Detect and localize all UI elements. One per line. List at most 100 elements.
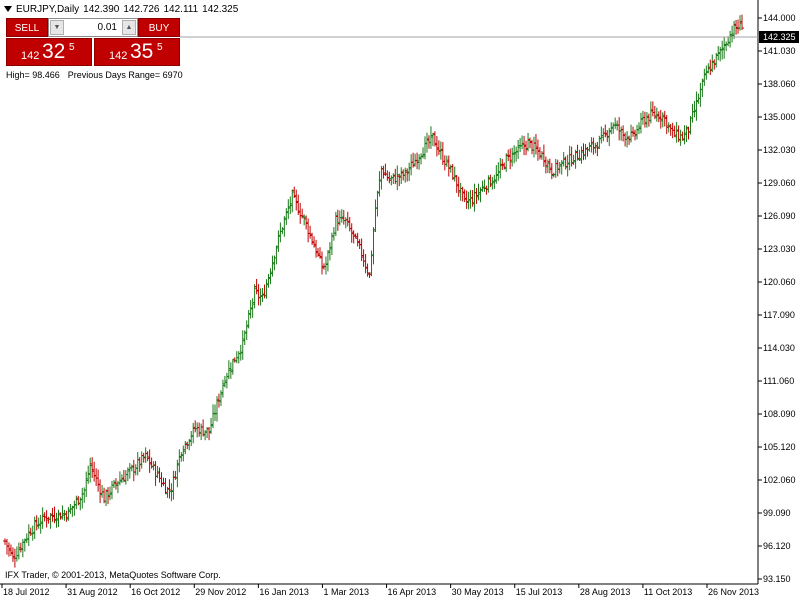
ohlc-bar <box>617 117 622 141</box>
ohlc-bar <box>583 143 588 160</box>
chart-symbol: EURJPY,Daily <box>16 4 80 15</box>
ohlc-bar <box>220 379 225 398</box>
ohlc-bar <box>728 30 733 48</box>
ohlc-bar <box>135 452 140 476</box>
ohlc-bar <box>498 158 503 179</box>
ohlc-bar <box>230 359 235 375</box>
ohlc-bar <box>613 117 618 129</box>
ohlc-bar <box>510 147 515 167</box>
ohlc-bar <box>16 542 21 560</box>
ohlc-bar <box>680 131 685 141</box>
time-axis: 18 Jul 2012 31 Aug 2012 16 Oct 2012 29 Nov … <box>1 584 759 597</box>
ohlc-bar <box>642 111 647 128</box>
ohlc-bar <box>549 163 554 180</box>
ohlc-bar <box>504 153 509 172</box>
ohlc-bar <box>88 457 93 483</box>
ohlc-bar <box>347 216 352 232</box>
ohlc-bar <box>399 167 404 184</box>
buy-button[interactable]: BUY <box>138 18 180 37</box>
ohlc-bar <box>100 484 105 498</box>
time-tick-label: 16 Apr 2013 <box>388 587 437 597</box>
ohlc-close: 142.325 <box>202 4 239 15</box>
ohlc-bar <box>619 126 624 141</box>
ohlc-bar <box>232 357 237 363</box>
ohlc-bar <box>169 483 174 502</box>
ohlc-bar <box>686 126 691 140</box>
ohlc-bar <box>492 174 497 190</box>
ohlc-bar <box>654 107 659 122</box>
ohlc-bar <box>543 156 548 174</box>
ohlc-bar <box>464 190 469 209</box>
ohlc-bar <box>349 223 354 243</box>
price-tick-label: 99.090 <box>763 508 791 518</box>
lot-size-value[interactable]: 0.01 <box>97 22 117 33</box>
ohlc-bar <box>335 209 340 231</box>
price-tick-label: 123.030 <box>763 244 796 254</box>
ohlc-bar <box>308 225 313 239</box>
ohlc-bar <box>111 479 116 489</box>
ohlc-bar <box>454 175 459 193</box>
ohlc-bar <box>177 449 182 473</box>
ohlc-bar <box>462 189 467 202</box>
ohlc-bar <box>318 247 323 259</box>
ohlc-bar <box>20 539 25 558</box>
increase-lot-icon[interactable]: ▲ <box>122 20 136 35</box>
high-readout: High= 98.466 <box>6 70 60 80</box>
sell-price-figure: 142 <box>21 50 40 62</box>
ohlc-bar <box>531 136 536 158</box>
ohlc-bar <box>264 279 269 299</box>
ohlc-bar <box>163 478 168 495</box>
price-tick-label: 111.060 <box>763 376 794 386</box>
ohlc-bar <box>325 250 330 272</box>
ohlc-bar <box>595 141 600 157</box>
ohlc-bar <box>664 114 669 135</box>
ohlc-bar <box>240 330 245 360</box>
ohlc-bar <box>684 125 689 143</box>
ohlc-bars <box>3 14 744 568</box>
ohlc-bar <box>587 142 592 152</box>
ohlc-bar <box>290 189 295 213</box>
decrease-lot-icon[interactable]: ▼ <box>50 20 64 35</box>
ohlc-bar <box>92 461 97 482</box>
ohlc-bar <box>22 538 27 552</box>
ohlc-bar <box>131 459 136 482</box>
ohlc-bar <box>698 82 703 107</box>
ohlc-bar <box>314 239 319 258</box>
ohlc-bar <box>678 129 683 146</box>
ohlc-bar <box>381 165 386 179</box>
ohlc-bar <box>117 471 122 486</box>
ohlc-bar <box>141 452 146 463</box>
ohlc-bar <box>209 417 214 434</box>
sell-price-button[interactable]: 142 32 5 <box>6 38 92 66</box>
time-tick-label: 18 Jul 2012 <box>3 587 50 597</box>
price-tick-label: 132.030 <box>763 145 796 155</box>
ohlc-bar <box>539 150 544 160</box>
lot-size-stepper[interactable]: ▼ 0.01 ▲ <box>48 18 138 37</box>
ohlc-bar <box>159 472 164 488</box>
ohlc-bar <box>450 163 455 181</box>
ohlc-bar <box>490 176 495 190</box>
ohlc-bar <box>10 547 15 562</box>
ohlc-bar <box>201 419 206 437</box>
ohlc-bar <box>363 254 368 274</box>
ohlc-bar <box>555 159 560 177</box>
ohlc-bar <box>38 514 43 534</box>
price-axis: 144.000 141.030 138.060 135.000 132.030 129.0… <box>758 13 796 584</box>
ohlc-high: 142.726 <box>123 4 160 15</box>
ohlc-bar <box>171 470 176 500</box>
ohlc-bar <box>460 186 465 202</box>
price-tick-label: 144.000 <box>763 13 796 23</box>
ohlc-bar <box>256 284 261 306</box>
ohlc-bar <box>90 457 95 479</box>
ohlc-bar <box>353 233 358 239</box>
buy-price-button[interactable]: 142 35 5 <box>94 38 180 66</box>
ohlc-bar <box>147 449 152 473</box>
ohlc-bar <box>672 125 677 138</box>
ohlc-bar <box>268 268 273 285</box>
ohlc-bar <box>36 517 41 529</box>
chart-menu-triangle-icon[interactable] <box>4 6 12 12</box>
ohlc-bar <box>421 147 426 159</box>
ohlc-bar <box>108 486 113 501</box>
sell-button[interactable]: SELL <box>6 18 48 37</box>
ohlc-bar <box>207 426 212 441</box>
